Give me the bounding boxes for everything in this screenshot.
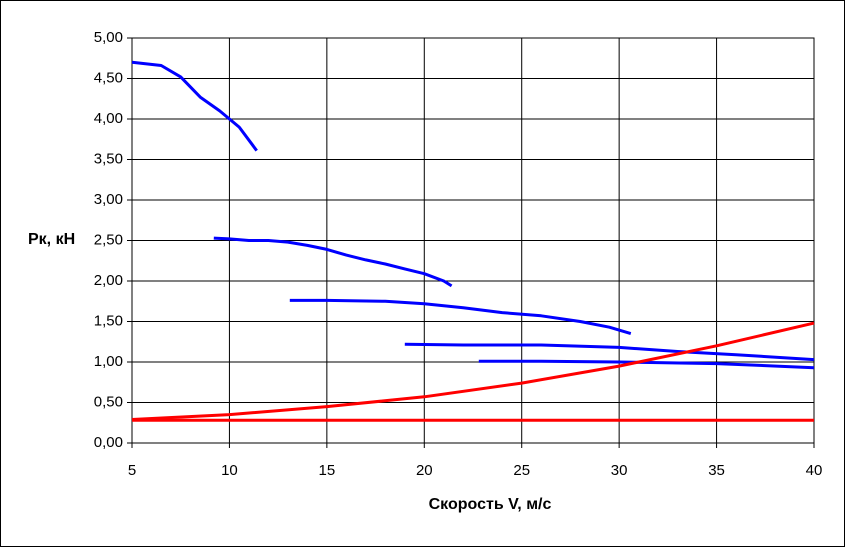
series-line [131, 321, 815, 421]
x-tick-label: 15 [319, 462, 336, 479]
x-tick-label: 35 [708, 462, 725, 479]
series-line [478, 359, 815, 370]
y-tick-label: 4,50 [94, 69, 123, 86]
y-tick-label: 4,00 [94, 110, 123, 127]
series-line [131, 60, 258, 152]
x-tick-label: 25 [513, 462, 530, 479]
y-tick-label: 5,00 [94, 29, 123, 46]
y-tick-label: 0,50 [94, 393, 123, 410]
series-line [289, 298, 632, 336]
y-tick-label: 1,00 [94, 353, 123, 370]
series-line [213, 236, 453, 288]
x-tick-label: 5 [128, 462, 136, 479]
x-axis-label: Скорость V, м/с [429, 496, 552, 513]
x-tick-label: 20 [416, 462, 433, 479]
y-tick-label: 2,00 [94, 272, 123, 289]
x-tick-label: 10 [221, 462, 238, 479]
y-tick-label: 3,00 [94, 191, 123, 208]
y-tick-label: 2,50 [94, 231, 123, 248]
y-axis-label: Рк, кН [28, 231, 75, 248]
series-line [404, 342, 815, 362]
y-tick-label: 3,50 [94, 150, 123, 167]
x-tick-label: 30 [611, 462, 628, 479]
x-tick-label: 40 [806, 462, 823, 479]
y-tick-label: 1,50 [94, 312, 123, 329]
y-tick-label: 0,00 [94, 434, 123, 451]
